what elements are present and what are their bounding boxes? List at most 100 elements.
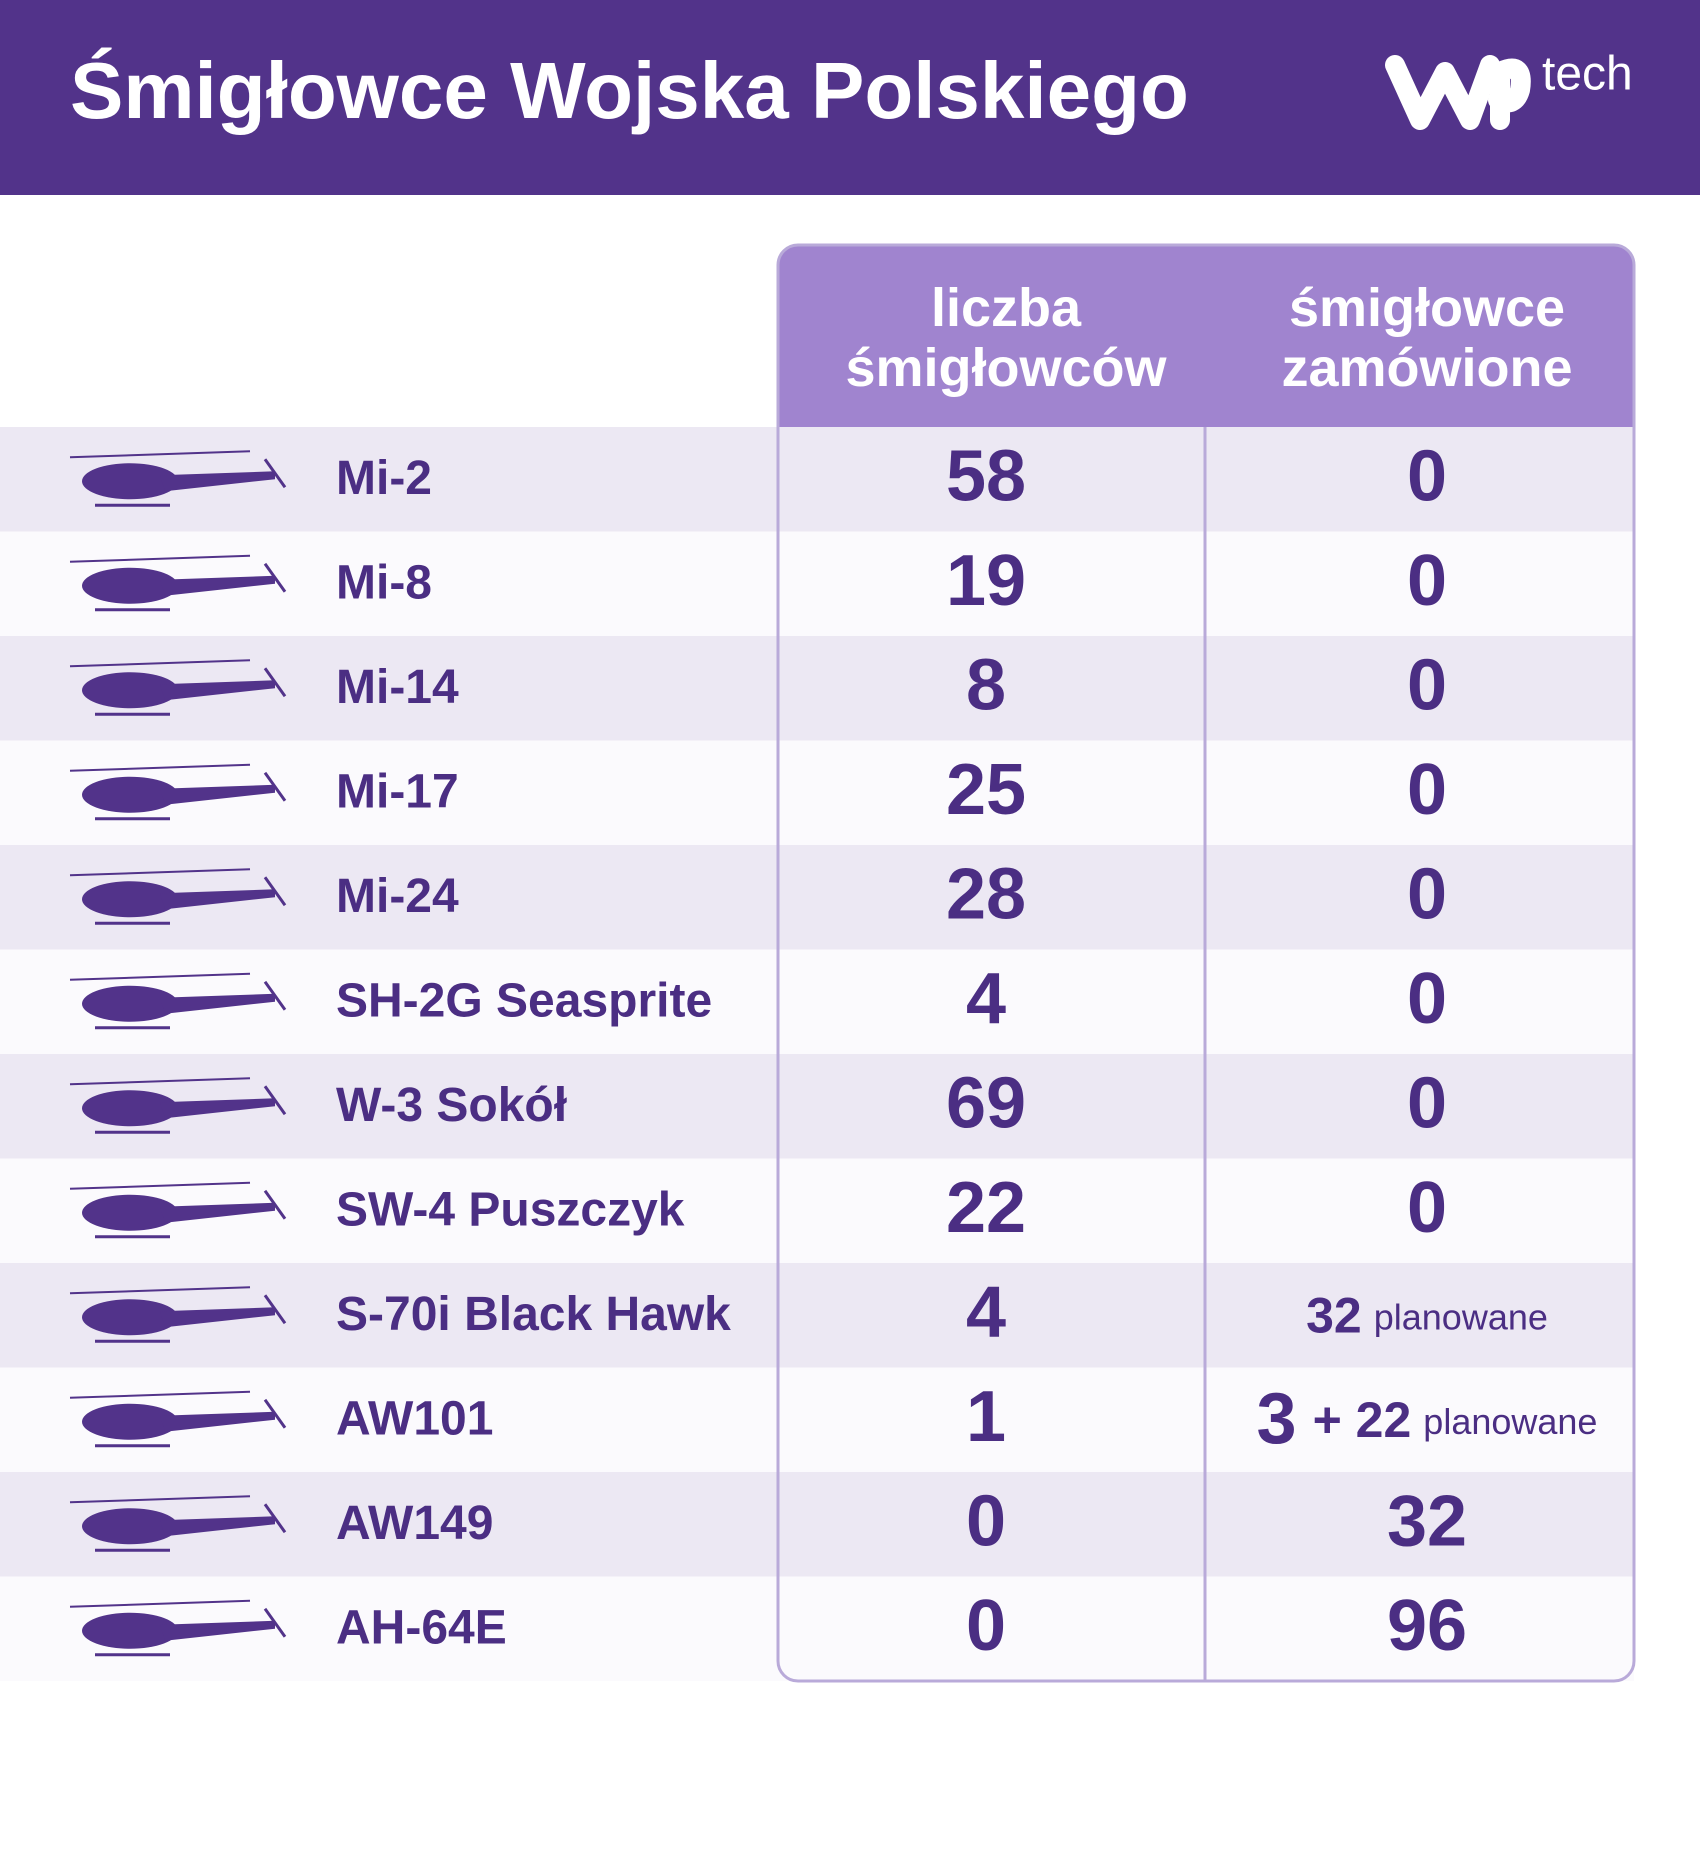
- rotor: [69, 1495, 251, 1504]
- helicopter-icon: [69, 659, 287, 716]
- helicopter-icon: [69, 972, 287, 1030]
- ordered: 0: [1407, 750, 1447, 830]
- fuselage: [82, 1090, 178, 1127]
- helicopter-icon: [69, 1390, 287, 1448]
- tail: [160, 784, 275, 805]
- helicopter-icon: [69, 1599, 287, 1657]
- ordered-note: planowane: [1423, 1400, 1597, 1441]
- tail-rotor: [263, 1085, 287, 1116]
- helicopter-name: SH-2G Seasprite: [336, 974, 712, 1027]
- rotor: [69, 972, 251, 981]
- fuselage: [82, 672, 178, 709]
- helicopter-icon: [69, 554, 287, 612]
- tail: [160, 1620, 275, 1641]
- helicopter-icon: [69, 450, 287, 507]
- tail-rotor: [263, 1398, 287, 1429]
- ordered: 32: [1306, 1287, 1362, 1343]
- column-header-line: zamówione: [1281, 338, 1572, 398]
- count: 69: [946, 1063, 1026, 1143]
- column-header-line: śmigłowce: [1289, 278, 1565, 338]
- rotor: [69, 1286, 251, 1295]
- fuselage: [82, 776, 178, 813]
- helicopter-name: Mi-14: [336, 661, 459, 714]
- tail: [160, 1411, 275, 1432]
- tail-rotor: [263, 876, 287, 907]
- tail-rotor: [263, 980, 287, 1011]
- count: 4: [966, 959, 1006, 1039]
- tail-rotor: [263, 1294, 287, 1325]
- tail-rotor: [263, 458, 287, 489]
- column-header-line: liczba: [931, 278, 1082, 338]
- count: 25: [946, 750, 1026, 830]
- logo-mark: [1385, 55, 1500, 130]
- helicopter-name: W-3 Sokół: [336, 1079, 567, 1132]
- rotor: [69, 1181, 251, 1190]
- column-header-line: śmigłowców: [845, 338, 1167, 398]
- helicopter-name: Mi-8: [336, 556, 432, 609]
- fuselage: [82, 1403, 178, 1440]
- fuselage: [82, 463, 178, 500]
- ordered: 32: [1387, 1481, 1467, 1561]
- fuselage: [82, 1508, 178, 1545]
- fuselage: [82, 985, 178, 1022]
- tail-rotor: [263, 1189, 287, 1220]
- tail: [160, 1307, 275, 1328]
- column-header: śmigłowce zamówione: [1281, 278, 1572, 398]
- fuselage: [82, 1612, 178, 1649]
- column-header-bg: [778, 245, 1634, 427]
- count: 8: [966, 645, 1006, 725]
- helicopter-name: AW149: [336, 1497, 493, 1550]
- count: 58: [946, 436, 1026, 516]
- ordered-extra: + 22: [1313, 1392, 1412, 1448]
- helicopter-icon: [69, 868, 287, 925]
- ordered: 0: [1407, 436, 1447, 516]
- fuselage: [82, 567, 178, 604]
- tail-rotor: [263, 1503, 287, 1534]
- helicopter-name: SW-4 Puszczyk: [336, 1183, 685, 1236]
- tail: [160, 1202, 275, 1223]
- title: Śmigłowce Wojska Polskiego: [70, 46, 1189, 135]
- tail-rotor: [263, 1607, 287, 1638]
- tail: [160, 680, 275, 701]
- column-header: liczba śmigłowców: [845, 278, 1167, 398]
- tail-rotor: [263, 667, 287, 698]
- fuselage: [82, 1194, 178, 1231]
- count: 19: [946, 541, 1026, 621]
- helicopter-icon: [69, 1286, 287, 1343]
- ordered: 0: [1407, 1063, 1447, 1143]
- fuselage: [82, 881, 178, 918]
- logo-text: tech: [1542, 48, 1633, 101]
- rotor: [69, 450, 251, 459]
- tail: [160, 889, 275, 910]
- tail: [160, 1516, 275, 1537]
- count: 28: [946, 854, 1026, 934]
- helicopter-name: AH-64E: [336, 1601, 507, 1654]
- helicopter-icon: [69, 1181, 287, 1239]
- ordered-cell: 3 + 22 planowane: [1257, 1379, 1598, 1459]
- tail: [160, 471, 275, 492]
- count: 4: [966, 1272, 1006, 1352]
- helicopter-name: Mi-17: [336, 765, 459, 818]
- rotor: [69, 868, 251, 877]
- helicopter-icon: [69, 1495, 287, 1552]
- rotor: [69, 763, 251, 772]
- rotor: [69, 1077, 251, 1086]
- table-border: [776, 243, 1636, 1683]
- count: 0: [966, 1481, 1006, 1561]
- count: 0: [966, 1586, 1006, 1666]
- ordered: 0: [1407, 1168, 1447, 1248]
- ordered: 0: [1407, 541, 1447, 621]
- ordered: 0: [1407, 959, 1447, 1039]
- helicopter-icon: [69, 763, 287, 821]
- rotor: [69, 1599, 251, 1608]
- tail-rotor: [263, 771, 287, 802]
- rotor: [69, 554, 251, 563]
- rotor: [69, 659, 251, 668]
- ordered: 3: [1257, 1379, 1297, 1459]
- count: 1: [966, 1377, 1006, 1457]
- fuselage: [82, 1299, 178, 1336]
- ordered-note: planowane: [1374, 1296, 1548, 1337]
- helicopter-name: S-70i Black Hawk: [336, 1288, 731, 1341]
